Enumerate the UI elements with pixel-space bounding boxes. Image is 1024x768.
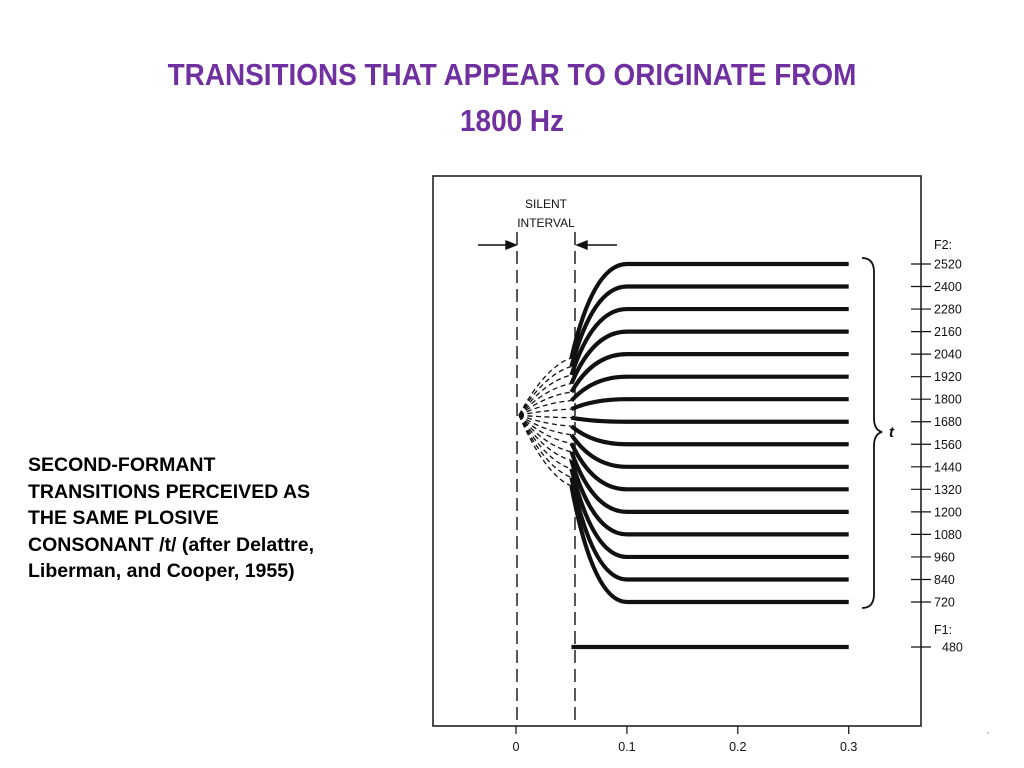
slide-title-line-2: 1800 Hz [460, 103, 564, 138]
locus-dashed-line [518, 414, 572, 487]
f2-value-label: 840 [934, 573, 955, 587]
f2-value-label: 960 [934, 550, 955, 564]
f2-value-label: 1920 [934, 370, 962, 384]
slide-title-line-1: TRANSITIONS THAT APPEAR TO ORIGINATE FRO… [167, 57, 857, 92]
f2-value-label: 2280 [934, 303, 962, 317]
silent-interval-label-line-2: INTERVAL [517, 216, 575, 230]
f2-value-label: 2160 [934, 325, 962, 339]
f2-formant-trace [571, 415, 849, 424]
locus-dashed-line [518, 414, 572, 444]
f2-value-label: 2520 [934, 258, 962, 272]
f2-value-label: 1440 [934, 460, 962, 474]
locus-dashed-line [518, 357, 572, 416]
f2-value-label: 1680 [934, 415, 962, 429]
formant-traces [518, 261, 849, 650]
f2-value-label: 1320 [934, 483, 962, 497]
figure-caption: SECOND-FORMANT TRANSITIONS PERCEIVED AS … [28, 452, 428, 585]
x-axis-tick-label: 0 [513, 740, 520, 754]
f2-formant-trace [569, 329, 849, 385]
x-axis-tick-label: 0.3 [840, 740, 857, 754]
caption-line: Liberman, and Cooper, 1955) [28, 560, 295, 582]
caption-line: TRANSITIONS PERCEIVED AS [28, 480, 311, 503]
f2-formant-trace [569, 442, 849, 492]
caption-line: THE SAME PLOSIVE [28, 507, 219, 529]
locus-dashed-line [518, 414, 572, 419]
f2-value-label: 720 [934, 596, 955, 610]
x-axis-tick-label: 0.1 [618, 740, 635, 754]
locus-dashed-line [518, 374, 572, 416]
figure-frame [432, 175, 922, 727]
f2-formant-trace [569, 451, 849, 514]
consonant-bracket [861, 257, 883, 609]
frequency-scale: 2520 2400 2280 2160 2040 1920 1800 1680 1560 1440… [911, 258, 963, 655]
f2-formant-trace [569, 459, 849, 537]
caption-line: SECOND-FORMANT [28, 454, 216, 476]
locus-dashed-line [518, 391, 572, 416]
locus-dashed-line [518, 399, 572, 416]
bracket-label: t [889, 424, 895, 441]
f2-formant-trace [569, 468, 849, 560]
locus-dashed-line [518, 414, 572, 436]
f2-formant-trace [569, 433, 849, 469]
f2-formant-trace [570, 424, 849, 447]
locus-dashed-line [518, 408, 572, 416]
f2-formant-trace [569, 352, 849, 394]
f2-value-label: 1080 [934, 528, 962, 542]
silent-interval-label-line-1: SILENT [525, 197, 568, 211]
locus-dashed-line [518, 365, 572, 416]
f2-formant-trace [569, 284, 849, 368]
f2-scale-label: F2: [934, 238, 952, 252]
f2-formant-trace [569, 374, 849, 403]
f2-formant-trace [569, 261, 849, 359]
locus-dashed-line [518, 414, 572, 453]
f2-value-label: 1800 [934, 393, 962, 407]
f2-formant-trace [569, 485, 849, 605]
f2-formant-trace [570, 397, 849, 412]
small-dot-mark [987, 732, 989, 734]
caption-line: CONSONANT /t/ (after Delattre, [28, 533, 315, 556]
f1-scale-label: F1: [934, 623, 952, 637]
x-axis-tick-label: 0.2 [729, 740, 746, 754]
locus-dashed-line [518, 414, 572, 427]
f2-value-label: 1200 [934, 505, 962, 519]
f2-value-label: 2400 [934, 280, 962, 294]
slide-title: TRANSITIONS THAT APPEAR TO ORIGINATE FRO… [105, 52, 919, 144]
f2-formant-trace [569, 306, 849, 376]
f2-value-label: 1560 [934, 438, 962, 452]
silent-interval-arrows [478, 239, 617, 251]
f1-value-label: 480 [942, 641, 963, 655]
time-axis: 0 0.1 0.2 0.3 [513, 726, 857, 754]
f2-formant-trace [569, 476, 849, 582]
f2-value-label: 2040 [934, 348, 962, 362]
